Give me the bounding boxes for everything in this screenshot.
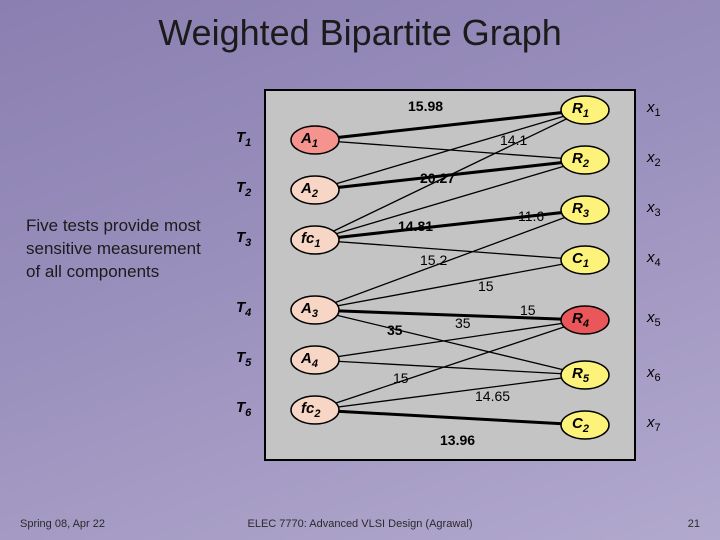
edge-weight: 35	[387, 322, 403, 338]
edge-weight: 14.65	[475, 388, 510, 404]
edge-weight: 15	[478, 278, 494, 294]
edge-weight: 14.1	[500, 132, 527, 148]
x-label: x6	[647, 364, 661, 384]
edge-weight: 15.98	[408, 98, 443, 114]
x-label: x3	[647, 199, 661, 219]
left-node-label: A4	[301, 350, 318, 370]
left-node-label: A3	[301, 300, 318, 320]
x-label: x5	[647, 309, 661, 329]
right-node-label: R2	[572, 150, 589, 170]
right-node-label: R1	[572, 100, 589, 120]
right-node-label: C1	[572, 250, 589, 270]
right-node-label: C2	[572, 415, 589, 435]
left-node-label: A1	[301, 130, 318, 150]
footer-course: ELEC 7770: Advanced VLSI Design (Agrawal…	[0, 518, 720, 530]
right-node-label: R5	[572, 365, 589, 385]
edge-weight: 20.27	[420, 170, 455, 186]
t-label: T6	[236, 399, 251, 419]
description-text: Five tests provide most sensitive measur…	[26, 215, 206, 284]
x-label: x1	[647, 99, 661, 119]
page-title: Weighted Bipartite Graph	[0, 12, 720, 54]
t-label: T1	[236, 129, 251, 149]
footer-page-number: 21	[688, 518, 700, 530]
right-node-label: R4	[572, 310, 589, 330]
t-label: T5	[236, 349, 251, 369]
edge-weight: 13.96	[440, 432, 475, 448]
edge-weight: 35	[455, 315, 471, 331]
slide: Weighted Bipartite Graph Five tests prov…	[0, 0, 720, 540]
bipartite-graph: T1 T2 T3 T4 T5 T6 x1 x2 x3 x4 x5 x6 x7 A1 A2 fc1 A3 A4 fc2…	[230, 80, 700, 500]
right-node-label: R3	[572, 200, 589, 220]
x-label: x2	[647, 149, 661, 169]
edge-weight: 14.81	[398, 218, 433, 234]
t-label: T4	[236, 299, 251, 319]
edge-weight: 15	[393, 370, 409, 386]
t-label: T3	[236, 229, 251, 249]
left-node-label: A2	[301, 180, 318, 200]
x-label: x7	[647, 414, 661, 434]
edge-weight: 11.6	[518, 208, 544, 224]
left-node-label: fc2	[301, 400, 320, 420]
t-label: T2	[236, 179, 251, 199]
x-label: x4	[647, 249, 661, 269]
left-node-label: fc1	[301, 230, 320, 250]
edge-weight: 15	[520, 302, 536, 318]
edge-weight: 15.2	[420, 252, 447, 268]
